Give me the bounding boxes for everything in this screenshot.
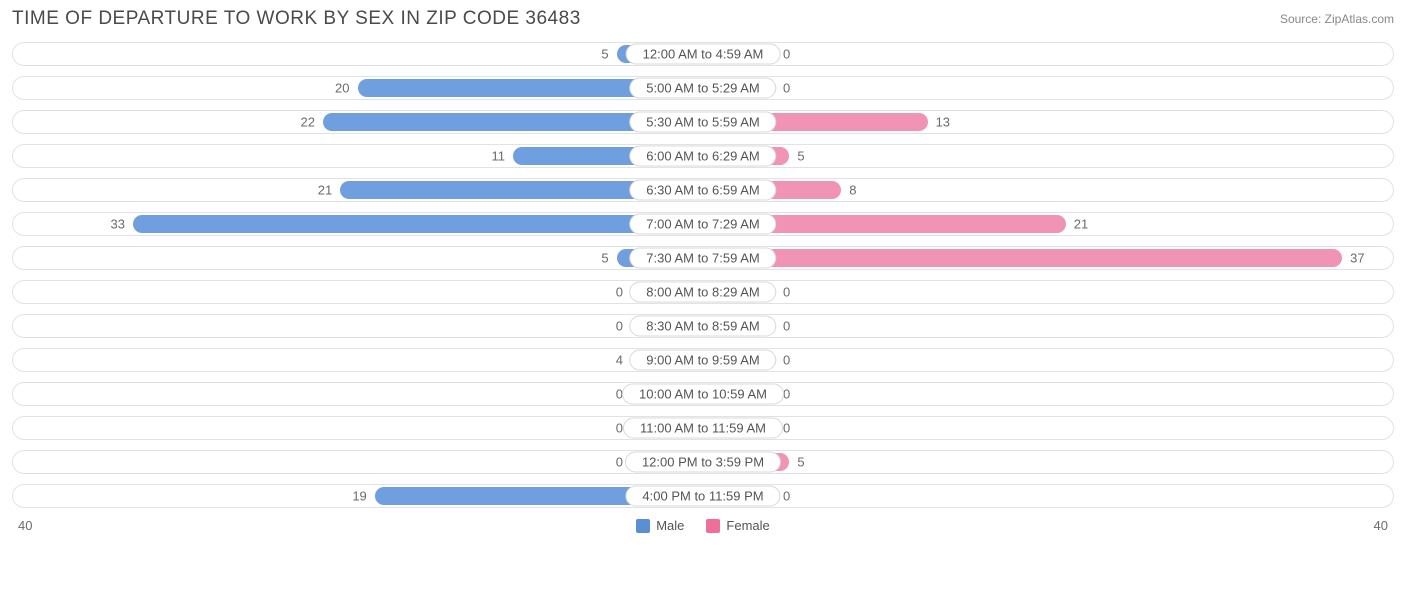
category-label: 7:00 AM to 7:29 AM bbox=[629, 214, 776, 235]
value-female: 0 bbox=[783, 387, 790, 402]
chart-title: TIME OF DEPARTURE TO WORK BY SEX IN ZIP … bbox=[12, 8, 581, 30]
value-male: 21 bbox=[318, 183, 332, 198]
legend-swatch-male bbox=[636, 519, 650, 533]
value-female: 0 bbox=[783, 285, 790, 300]
value-male: 22 bbox=[300, 115, 314, 130]
legend: Male Female bbox=[636, 518, 770, 533]
chart-header: TIME OF DEPARTURE TO WORK BY SEX IN ZIP … bbox=[12, 8, 1394, 30]
category-label: 10:00 AM to 10:59 AM bbox=[622, 384, 784, 405]
value-female: 8 bbox=[849, 183, 856, 198]
category-label: 7:30 AM to 7:59 AM bbox=[629, 248, 776, 269]
legend-label-female: Female bbox=[726, 518, 769, 533]
axis-max-left: 40 bbox=[18, 518, 32, 533]
chart-row: 11 5 6:00 AM to 6:29 AM bbox=[12, 144, 1394, 168]
chart-row: 0 5 12:00 PM to 3:59 PM bbox=[12, 450, 1394, 474]
legend-item-female: Female bbox=[706, 518, 769, 533]
value-female: 5 bbox=[797, 455, 804, 470]
chart-row: 4 0 9:00 AM to 9:59 AM bbox=[12, 348, 1394, 372]
value-female: 0 bbox=[783, 47, 790, 62]
chart-row: 0 0 8:00 AM to 8:29 AM bbox=[12, 280, 1394, 304]
category-label: 8:00 AM to 8:29 AM bbox=[629, 282, 776, 303]
value-female: 0 bbox=[783, 81, 790, 96]
legend-label-male: Male bbox=[656, 518, 684, 533]
category-label: 12:00 PM to 3:59 PM bbox=[625, 452, 781, 473]
value-female: 37 bbox=[1350, 251, 1364, 266]
chart-row: 0 011:00 AM to 11:59 AM bbox=[12, 416, 1394, 440]
value-male: 0 bbox=[616, 285, 623, 300]
chart-row: 0010:00 AM to 10:59 AM bbox=[12, 382, 1394, 406]
category-label: 5:00 AM to 5:29 AM bbox=[629, 78, 776, 99]
diverging-bar-chart: 5012:00 AM to 4:59 AM2005:00 AM to 5:29 … bbox=[12, 42, 1394, 508]
value-male: 20 bbox=[335, 81, 349, 96]
category-label: 6:00 AM to 6:29 AM bbox=[629, 146, 776, 167]
value-female: 21 bbox=[1074, 217, 1088, 232]
value-male: 0 bbox=[616, 421, 623, 436]
value-female: 0 bbox=[783, 489, 790, 504]
category-label: 4:00 PM to 11:59 PM bbox=[625, 486, 780, 507]
value-female: 0 bbox=[783, 319, 790, 334]
value-male: 0 bbox=[616, 319, 623, 334]
value-male: 11 bbox=[491, 149, 505, 164]
value-female: 0 bbox=[783, 421, 790, 436]
value-male: 5 bbox=[601, 47, 608, 62]
chart-row: 20 0 5:00 AM to 5:29 AM bbox=[12, 76, 1394, 100]
legend-item-male: Male bbox=[636, 518, 684, 533]
value-female: 0 bbox=[783, 353, 790, 368]
chart-row: 21 8 6:30 AM to 6:59 AM bbox=[12, 178, 1394, 202]
category-label: 11:00 AM to 11:59 AM bbox=[623, 418, 783, 439]
category-label: 9:00 AM to 9:59 AM bbox=[629, 350, 776, 371]
chart-row: 19 04:00 PM to 11:59 PM bbox=[12, 484, 1394, 508]
value-male: 0 bbox=[616, 455, 623, 470]
chart-source: Source: ZipAtlas.com bbox=[1280, 12, 1394, 26]
value-male: 19 bbox=[352, 489, 366, 504]
bar-female bbox=[703, 249, 1342, 267]
bar-male bbox=[133, 215, 703, 233]
category-label: 8:30 AM to 8:59 AM bbox=[629, 316, 776, 337]
chart-footer: 40 Male Female 40 bbox=[12, 518, 1394, 533]
legend-swatch-female bbox=[706, 519, 720, 533]
value-male: 4 bbox=[616, 353, 623, 368]
chart-row: 5 37 7:30 AM to 7:59 AM bbox=[12, 246, 1394, 270]
value-male: 33 bbox=[110, 217, 124, 232]
category-label: 5:30 AM to 5:59 AM bbox=[629, 112, 776, 133]
chart-row: 33 21 7:00 AM to 7:29 AM bbox=[12, 212, 1394, 236]
value-female: 5 bbox=[797, 149, 804, 164]
chart-row: 22 13 5:30 AM to 5:59 AM bbox=[12, 110, 1394, 134]
value-female: 13 bbox=[936, 115, 950, 130]
axis-max-right: 40 bbox=[1374, 518, 1388, 533]
category-label: 6:30 AM to 6:59 AM bbox=[629, 180, 776, 201]
value-male: 5 bbox=[601, 251, 608, 266]
category-label: 12:00 AM to 4:59 AM bbox=[626, 44, 781, 65]
chart-row: 5 012:00 AM to 4:59 AM bbox=[12, 42, 1394, 66]
chart-row: 0 0 8:30 AM to 8:59 AM bbox=[12, 314, 1394, 338]
